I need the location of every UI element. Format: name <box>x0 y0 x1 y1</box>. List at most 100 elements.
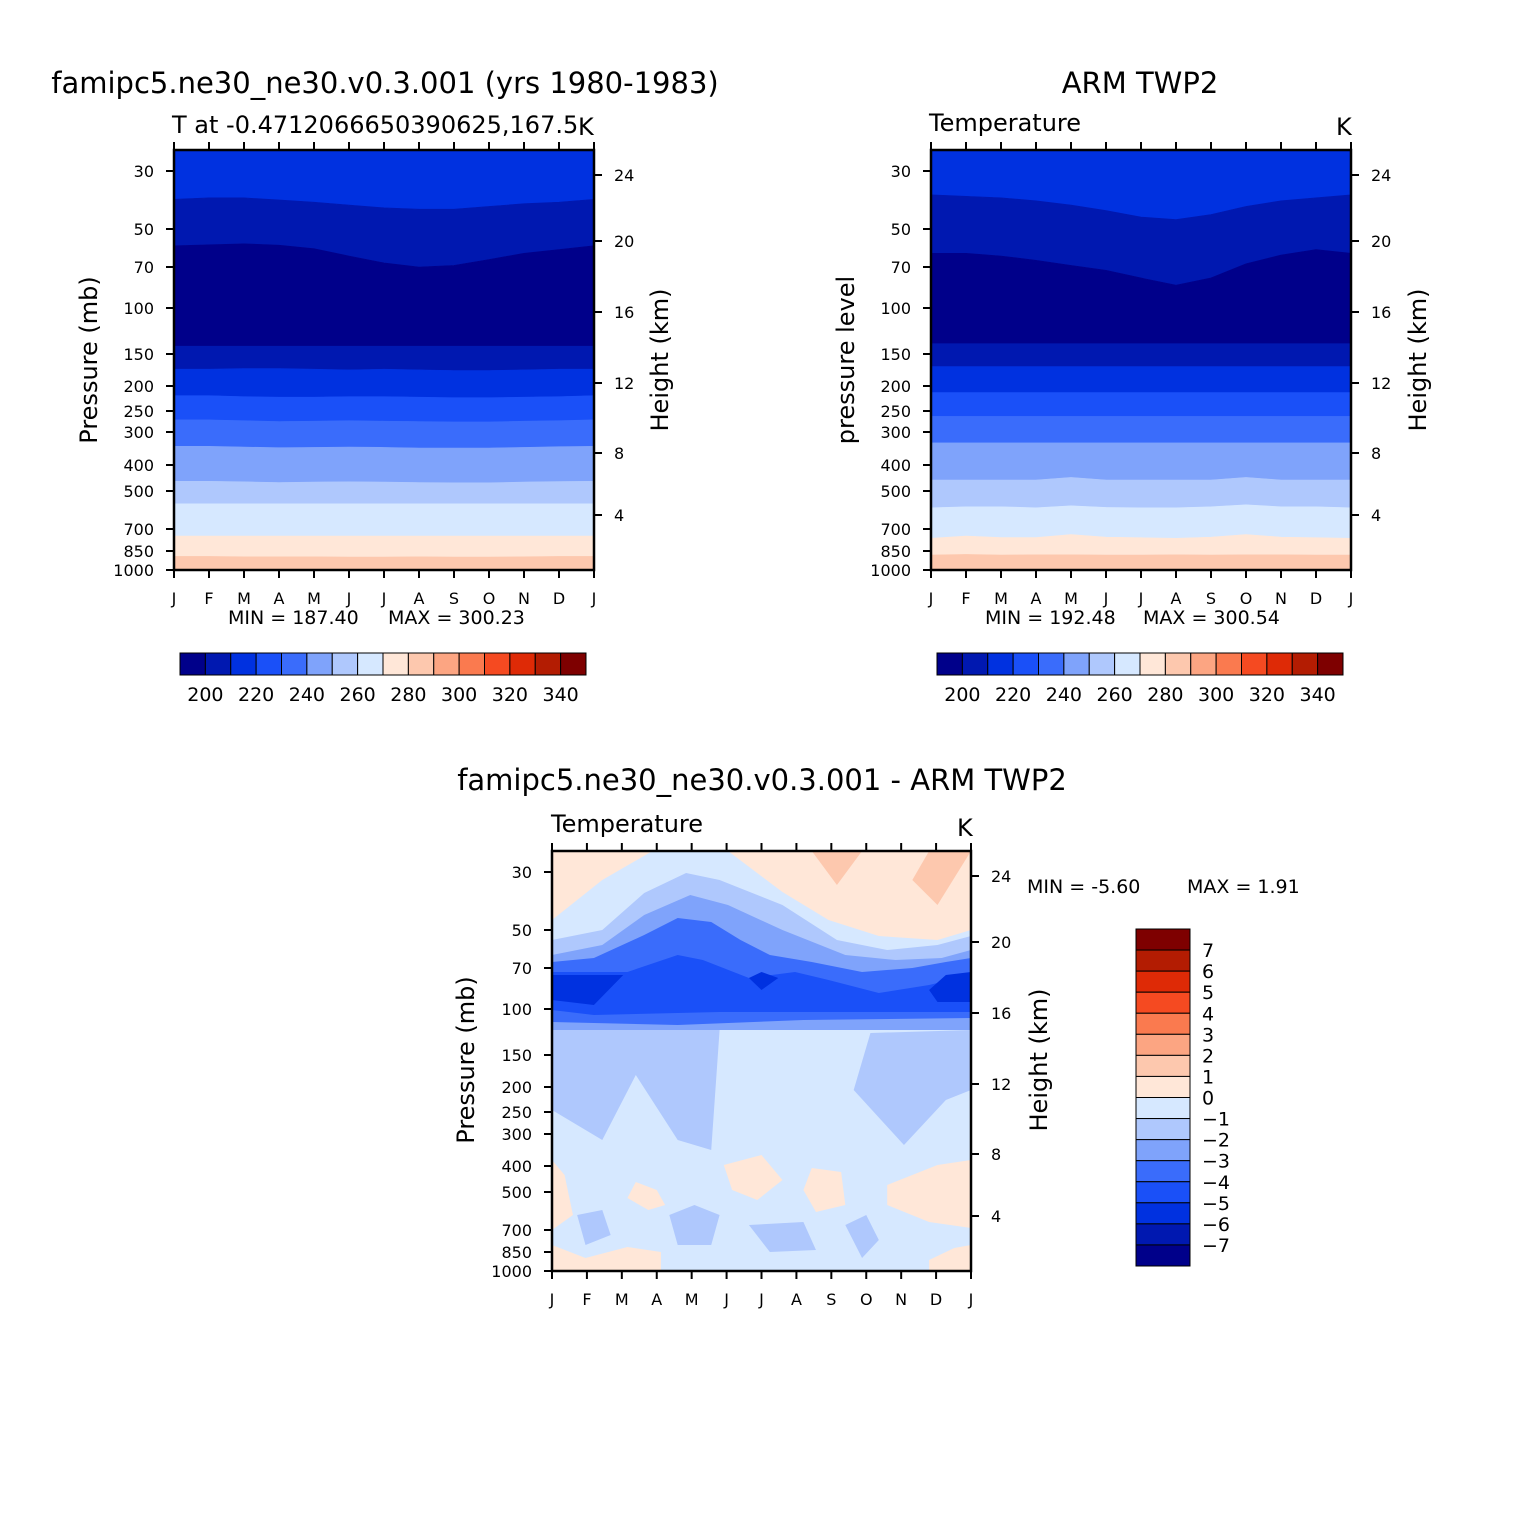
difference-colorbar-cell <box>1135 1012 1191 1035</box>
difference-panel: famipc5.ne30_ne30.v0.3.001 - ARM TWP2 Te… <box>452 763 1300 1309</box>
difference-contour-band <box>803 1168 846 1212</box>
difference-y-tick-label: 1000 <box>491 1262 532 1281</box>
obs-colorbar-label: 320 <box>1249 684 1285 706</box>
model-contour-band <box>173 419 595 449</box>
difference-colorbar-label: −3 <box>1202 1151 1230 1173</box>
difference-y2-tick-label: 8 <box>991 1145 1001 1164</box>
difference-contour-band <box>552 1245 661 1271</box>
difference-colorbar-cell <box>1135 1139 1191 1162</box>
obs-x-tick-label: F <box>961 589 970 608</box>
model-colorbar-cell <box>357 652 384 676</box>
difference-y-tick-label: 100 <box>501 1000 532 1019</box>
model-colorbar-cell <box>204 652 232 676</box>
difference-y-tick-label: 30 <box>512 863 532 882</box>
model-colorbar-label: 260 <box>339 684 375 706</box>
obs-title: ARM TWP2 <box>1062 66 1219 100</box>
model-subtitle: T at -0.4712066650390625,167.5 <box>171 111 578 139</box>
model-x-tick-label: O <box>483 589 496 608</box>
difference-colorbar-label: 2 <box>1202 1045 1214 1067</box>
difference-contour-band <box>748 972 779 990</box>
obs-colorbar-label: 240 <box>1046 684 1082 706</box>
obs-colorbar-label: 280 <box>1147 684 1183 706</box>
obs-subtitle: Temperature <box>928 109 1081 137</box>
obs-y-axis-label: pressure level <box>832 276 860 444</box>
model-y-tick-label: 850 <box>123 542 154 561</box>
obs-contour-band <box>930 392 1352 417</box>
difference-axes: J F M A M J J A S O N D J 30 50 70 100 150 200 250 300 400 500… <box>491 843 1011 1309</box>
model-colorbar-label: 240 <box>289 684 325 706</box>
model-x-tick-label: A <box>274 589 285 608</box>
model-x-tick-label: J <box>171 589 177 608</box>
difference-contour-band <box>723 1155 783 1200</box>
difference-colorbar-label: −6 <box>1202 1214 1230 1236</box>
difference-y-tick-label: 500 <box>501 1183 532 1202</box>
difference-y-tick-label: 70 <box>512 959 532 978</box>
model-x-tick-label: J <box>346 589 352 608</box>
model-y-tick-label: 500 <box>123 482 154 501</box>
difference-colorbar-label: −7 <box>1202 1235 1230 1257</box>
difference-contour-field <box>552 851 971 1271</box>
obs-x-tick-label: M <box>1064 589 1078 608</box>
difference-max-text: MAX = 1.91 <box>1187 876 1300 898</box>
model-colorbar-cell <box>534 652 562 676</box>
model-contour-field <box>173 149 595 571</box>
model-colorbar-label: 300 <box>441 684 477 706</box>
difference-colorbar-label: 3 <box>1202 1024 1214 1046</box>
model-x-tick-label: M <box>237 589 251 608</box>
model-contour-band <box>173 535 595 558</box>
obs-colorbar-cell <box>1088 652 1116 676</box>
obs-x-tick-label: J <box>1103 589 1109 608</box>
model-colorbar-cell <box>509 652 536 676</box>
difference-y-tick-label: 400 <box>501 1157 532 1176</box>
obs-colorbar-cell <box>1266 652 1293 676</box>
model-x-tick-label: F <box>204 589 213 608</box>
difference-units: K <box>957 814 974 842</box>
difference-contour-band <box>748 1222 816 1252</box>
obs-x-tick-label: A <box>1171 589 1182 608</box>
obs-y-tick-label: 200 <box>880 377 911 396</box>
obs-colorbar-label: 200 <box>944 684 980 706</box>
obs-colorbar: 200 220 240 260 280 300 320 340 <box>936 652 1344 706</box>
difference-contour-band <box>552 1160 573 1230</box>
obs-y-tick-label: 400 <box>880 456 911 475</box>
obs-contour-band <box>930 343 1352 367</box>
obs-x-tick-label: J <box>1348 589 1354 608</box>
model-colorbar-cell <box>458 652 485 676</box>
model-max-text: MAX = 300.23 <box>388 607 525 629</box>
difference-colorbar-label: 1 <box>1202 1066 1214 1088</box>
difference-x-tick-label: J <box>723 1290 729 1309</box>
model-contour-band <box>173 446 595 484</box>
model-units: K <box>578 113 595 141</box>
difference-colorbar-cell <box>1135 928 1191 951</box>
difference-title: famipc5.ne30_ne30.v0.3.001 - ARM TWP2 <box>457 763 1067 797</box>
difference-x-tick-label: F <box>582 1290 591 1309</box>
obs-colorbar-label: 260 <box>1096 684 1132 706</box>
obs-colorbar-label: 300 <box>1198 684 1234 706</box>
obs-colorbar-cell <box>961 652 989 676</box>
model-contour-band <box>173 480 595 505</box>
model-y2-tick-label: 24 <box>614 166 634 185</box>
obs-y-tick-label: 100 <box>880 299 911 318</box>
obs-y-tick-label: 250 <box>880 402 911 421</box>
obs-y-tick-label: 850 <box>880 542 911 561</box>
obs-colorbar-cell <box>1114 652 1141 676</box>
difference-colorbar-label: −4 <box>1202 1172 1230 1194</box>
model-panel: famipc5.ne30_ne30.v0.3.001 (yrs 1980-198… <box>51 66 718 706</box>
obs-x-tick-label: J <box>1138 589 1144 608</box>
obs-y-tick-label: 500 <box>880 482 911 501</box>
obs-axes: J F M A M J J A S O N D J 30 50 70 100 150 200 250 300 400 500… <box>870 142 1391 608</box>
model-y2-tick-label: 4 <box>614 506 624 525</box>
model-colorbar-cell <box>433 652 460 676</box>
obs-y-tick-label: 70 <box>891 258 911 277</box>
obs-colorbar-cell <box>987 652 1014 676</box>
difference-contour-band <box>669 1205 720 1245</box>
obs-colorbar-cell <box>1317 652 1344 676</box>
model-y2-tick-label: 12 <box>614 374 634 393</box>
difference-contour-band <box>887 1160 971 1228</box>
obs-contour-band <box>930 554 1352 571</box>
obs-y-tick-label: 150 <box>880 345 911 364</box>
obs-colorbar-cell <box>1241 652 1268 676</box>
model-colorbar-cell <box>281 652 308 676</box>
difference-x-tick-label: N <box>895 1290 907 1309</box>
